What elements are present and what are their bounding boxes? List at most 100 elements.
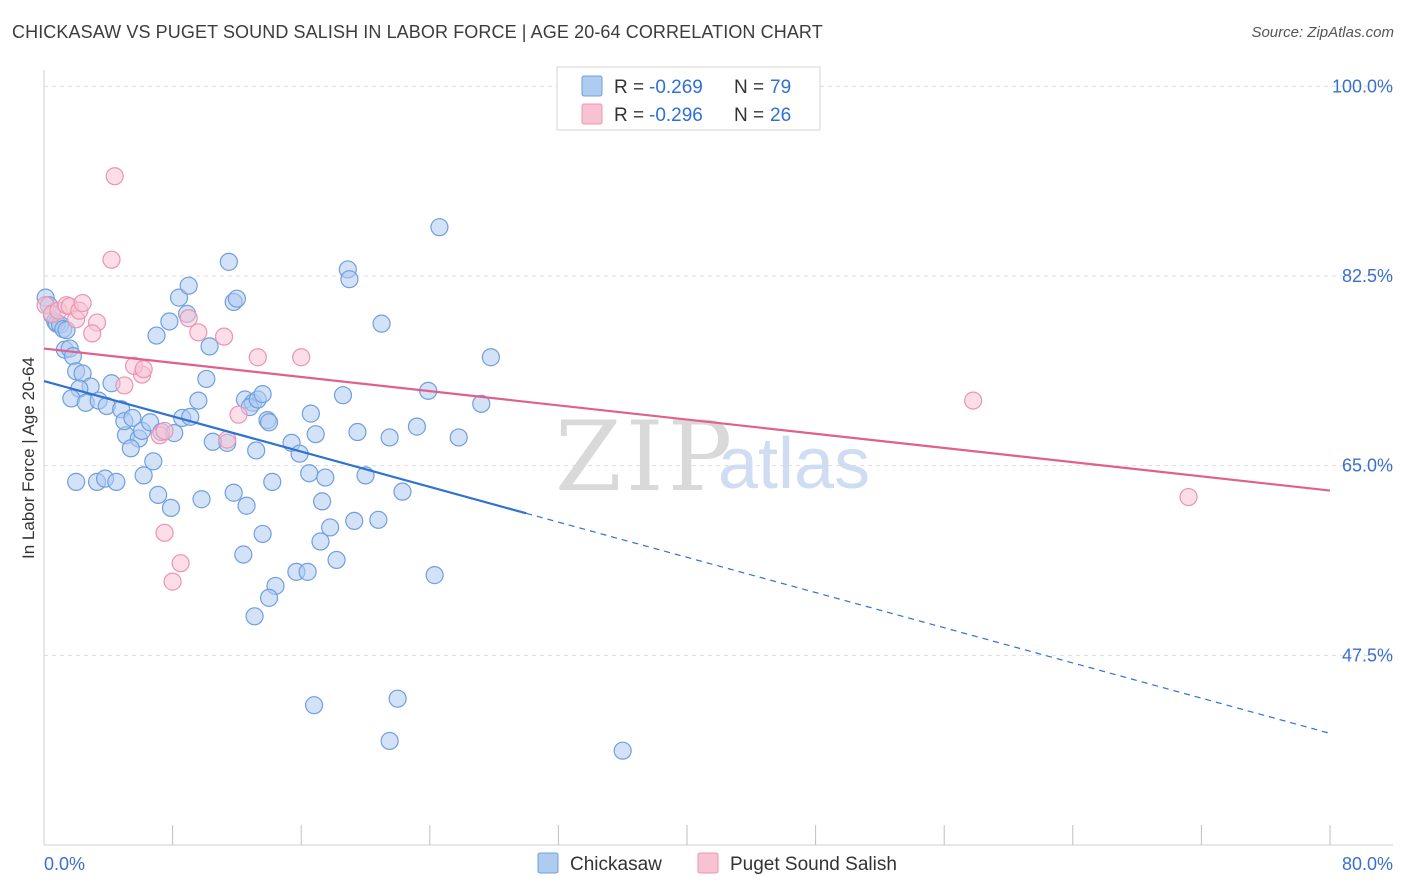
chickasaw-point-74 [340,270,359,289]
chickasaw-point-101 [345,511,364,531]
chickasaw-trend-line-extrapolated [526,512,1331,734]
chickasaw-point-91 [253,524,272,544]
chickasaw-point-50 [227,289,246,308]
legend-bottom: Chickasaw Puget Sound Salish [537,852,897,875]
legend-r-value-salish: -0.296 [649,105,703,126]
chickasaw-point-58 [259,413,279,432]
chickasaw-point-92 [306,425,325,444]
legend-r-value-chickasaw: -0.269 [649,77,703,98]
chickasaw-point-71 [224,483,243,502]
legend-bottom-label-chickasaw: Chickasaw [570,854,662,875]
axes [43,70,1393,846]
chickasaw-point-76 [380,428,399,447]
chickasaw-point-80 [449,428,468,447]
series-chickasaw-points [36,218,632,760]
chickasaw-point-41 [160,312,179,331]
legend-bottom-swatch-salish [697,852,719,874]
salish-point-15 [134,360,153,379]
chickasaw-point-84 [425,566,444,585]
y-tick-label-2: 65.0% [1342,456,1393,476]
chickasaw-point-66 [300,464,319,483]
legend-r-label-salish: R = [614,105,644,126]
chickasaw-point-31 [107,472,126,491]
chickasaw-point-77 [393,482,412,501]
chickasaw-point-55 [253,384,272,404]
legend-swatch-salish [581,103,603,125]
chickasaw-point-78 [430,218,449,237]
salish-point-21 [189,323,208,342]
chickasaw-point-47 [200,337,219,356]
chickasaw-point-99 [259,588,279,607]
chickasaw-point-81 [481,348,500,367]
salish-point-28 [1179,487,1198,507]
salish-trend-line [43,347,1331,492]
salish-point-17 [155,523,174,542]
legend-n-label-chickasaw: N = [734,77,764,98]
legend-bottom-label-salish: Puget Sound Salish [730,854,897,875]
legend-swatch-chickasaw [581,75,603,97]
source-credit: Source: ZipAtlas.com [1251,24,1394,41]
salish-point-12 [115,376,134,395]
salish-point-26 [292,348,311,367]
chickasaw-point-23 [121,439,140,458]
salish-point-29 [155,421,174,441]
chickasaw-point-98 [245,607,264,626]
chickasaw-point-69 [327,550,346,570]
legend-n-value-salish: 26 [770,105,791,126]
x-tick-label-1: 80.0% [1342,854,1393,874]
chickasaw-point-33 [123,408,142,428]
y-tick-label-3: 47.5% [1342,645,1393,665]
chickasaw-point-25 [134,466,153,485]
y-tick-label-1: 82.5% [1342,266,1393,286]
tick-labels: 100.0% 82.5% 65.0% 47.5% 0.0% 80.0% [44,76,1393,874]
salish-point-9 [83,324,102,343]
chickasaw-point-40 [147,326,166,345]
chickasaw-point-85 [304,696,324,715]
chickasaw-point-68 [312,492,332,511]
chickasaw-point-95 [311,532,330,551]
watermark-atlas: atlas [718,424,870,504]
trend-lines [43,347,1331,734]
chickasaw-point-65 [263,472,282,491]
chickasaw-trend-line [43,380,527,515]
chickasaw-point-24 [144,452,163,471]
legend-n-label-salish: N = [734,105,764,126]
salish-point-24 [229,405,248,424]
series-salish-points [36,167,1198,591]
chickasaw-point-87 [613,741,632,760]
x-tick-label-0: 0.0% [44,854,85,874]
chickasaw-point-26 [149,485,168,504]
salish-point-27 [964,391,983,410]
chickasaw-point-45 [189,391,208,410]
watermark: ZIP atlas [555,401,870,513]
chickasaw-point-44 [179,276,198,295]
chart-title: CHICKASAW VS PUGET SOUND SALISH IN LABOR… [12,22,823,42]
salish-point-19 [171,554,190,573]
chickasaw-point-63 [192,490,211,509]
legend-top: R = -0.269 N = 79 R = -0.296 N = 26 [556,66,821,131]
legend-r-label-chickasaw: R = [614,77,644,98]
salish-point-25 [248,348,267,367]
chickasaw-point-102 [388,689,407,708]
chickasaw-point-100 [298,562,317,581]
salish-point-10 [102,250,121,269]
salish-point-7 [73,293,92,313]
chickasaw-point-94 [369,510,388,529]
chickasaw-point-64 [237,496,256,515]
chickasaw-point-28 [67,472,86,491]
legend-n-value-chickasaw: 79 [770,77,791,98]
y-tick-label-0: 100.0% [1332,76,1393,96]
chickasaw-point-96 [234,545,253,564]
salish-point-18 [163,572,182,591]
chickasaw-point-70 [321,518,340,537]
salish-point-22 [214,327,234,346]
chickasaw-point-48 [219,252,238,271]
chickasaw-point-93 [333,386,353,405]
salish-point-20 [179,309,198,328]
chickasaw-point-27 [161,498,181,518]
chickasaw-point-43 [169,288,189,307]
chickasaw-point-83 [407,417,427,436]
salish-point-11 [105,167,124,186]
chickasaw-point-56 [247,441,266,460]
